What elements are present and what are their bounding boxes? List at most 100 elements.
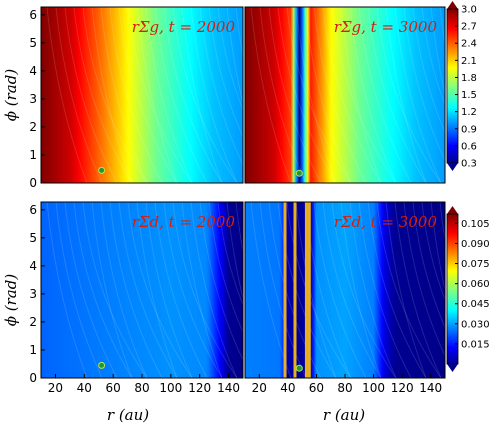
streak xyxy=(421,7,445,106)
streak xyxy=(394,7,442,183)
colorbar-tick-label: 0.9 xyxy=(461,124,477,135)
colorbar-tick-label: 0.030 xyxy=(461,319,490,330)
x-tick-label: 100 xyxy=(362,381,385,395)
streak xyxy=(73,202,133,378)
streak xyxy=(145,202,193,378)
streak xyxy=(181,202,223,378)
spiral-streaks xyxy=(46,7,243,183)
streak xyxy=(46,202,88,378)
colorbar-gas: 3.0 2.7 2.4 2.1 1.8 1.5 1.2 0.9 0.6 0.3 xyxy=(446,1,477,171)
heatmap-panel-4: 20 40 60 80 100 120 140 rΣd, t = 3000 xyxy=(244,201,446,395)
streak xyxy=(340,202,382,378)
streak xyxy=(376,202,442,378)
x-tick-label: 40 xyxy=(280,381,295,395)
streak xyxy=(349,202,397,378)
streak xyxy=(55,7,103,183)
streak xyxy=(127,202,193,378)
streak xyxy=(313,202,367,378)
x-tick-label: 40 xyxy=(77,381,92,395)
y-tick-label: 5 xyxy=(29,231,37,245)
colorbar-tick-label: 0.3 xyxy=(461,159,477,170)
streak xyxy=(199,7,243,167)
streak xyxy=(82,202,148,378)
heatmap-field xyxy=(245,202,445,378)
x-tick-label: 100 xyxy=(159,381,182,395)
y-axis-label-bottom: ϕ (rad) xyxy=(2,274,20,327)
heatmap-panel-1: 0 1 2 3 4 5 6 rΣg, t = 2000 xyxy=(29,6,244,190)
colorbar-tick-label: 2.4 xyxy=(461,39,477,50)
axis-labels: ϕ (rad) ϕ (rad) r (au) r (au) xyxy=(2,69,365,424)
streak xyxy=(322,202,382,378)
y-tick-label: 5 xyxy=(29,36,37,50)
colorbar-top-arrow xyxy=(447,206,458,214)
dust-ring xyxy=(293,202,297,378)
streak xyxy=(55,202,103,378)
streak xyxy=(358,202,412,378)
streak xyxy=(136,7,178,183)
planet-marker xyxy=(98,166,106,174)
streak xyxy=(304,7,352,183)
streak xyxy=(367,7,427,183)
streak xyxy=(358,7,412,183)
streak xyxy=(250,7,292,183)
colorbar-tick-label: 1.5 xyxy=(461,90,477,101)
streak xyxy=(277,202,337,378)
streak xyxy=(367,202,427,378)
panel-title: rΣd, t = 3000 xyxy=(334,213,438,231)
streak xyxy=(313,7,367,183)
panel-title: rΣg, t = 2000 xyxy=(132,18,236,36)
streak xyxy=(331,202,397,378)
heatmap-field xyxy=(245,7,445,183)
x-tick-label: 80 xyxy=(337,381,352,395)
streak xyxy=(286,7,352,183)
streak xyxy=(412,202,445,329)
x-tick-label: 60 xyxy=(106,381,121,395)
x-tick-label: 140 xyxy=(419,381,442,395)
colorbars: 3.0 2.7 2.4 2.1 1.8 1.5 1.2 0.9 0.6 0.3 0.105 0.090… xyxy=(446,1,490,372)
streak xyxy=(73,7,133,183)
streak xyxy=(46,7,88,183)
x-tick-label: 80 xyxy=(134,381,149,395)
colorbar-tick-label: 0.6 xyxy=(461,141,477,152)
streak xyxy=(199,202,243,362)
colorbar-bottom-arrow xyxy=(447,364,458,372)
colorbar-tick-label: 1.8 xyxy=(461,73,477,84)
x-tick-label: 120 xyxy=(188,381,211,395)
dust-ring xyxy=(307,202,311,378)
y-axis-label-top: ϕ (rad) xyxy=(2,69,20,122)
streak xyxy=(127,7,193,183)
spiral-streaks xyxy=(250,7,445,183)
streak xyxy=(421,202,445,301)
y-tick-label: 6 xyxy=(29,203,37,217)
colorbar-tick-label: 0.075 xyxy=(461,259,490,270)
y-tick-label: 1 xyxy=(29,343,37,357)
streak xyxy=(277,7,337,183)
streak xyxy=(403,7,445,162)
streak xyxy=(163,7,223,183)
streak xyxy=(190,7,238,183)
y-tick-label: 0 xyxy=(29,176,37,190)
streak xyxy=(349,7,397,183)
streak xyxy=(136,202,178,378)
streak xyxy=(208,7,243,139)
streak xyxy=(235,7,243,60)
streak xyxy=(64,7,118,183)
heatmap-field xyxy=(41,202,243,378)
streak xyxy=(259,202,307,378)
y-tick-label: 4 xyxy=(29,64,37,78)
streak xyxy=(64,202,118,378)
streak xyxy=(172,202,238,378)
planet-marker xyxy=(295,364,303,372)
streak xyxy=(385,7,427,183)
streak xyxy=(385,202,427,378)
streak xyxy=(268,202,322,378)
colorbar-tick-label: 0.090 xyxy=(461,239,490,250)
y-tick-label: 4 xyxy=(29,259,37,273)
colorbar-tick-label: 0.015 xyxy=(461,339,490,350)
heatmap-panel-2: rΣg, t = 3000 xyxy=(244,6,446,184)
streak xyxy=(91,7,133,183)
colorbar-dust: 0.105 0.090 0.075 0.060 0.045 0.030 0.015 xyxy=(446,206,490,372)
y-tick-label: 1 xyxy=(29,148,37,162)
streak xyxy=(217,202,243,307)
